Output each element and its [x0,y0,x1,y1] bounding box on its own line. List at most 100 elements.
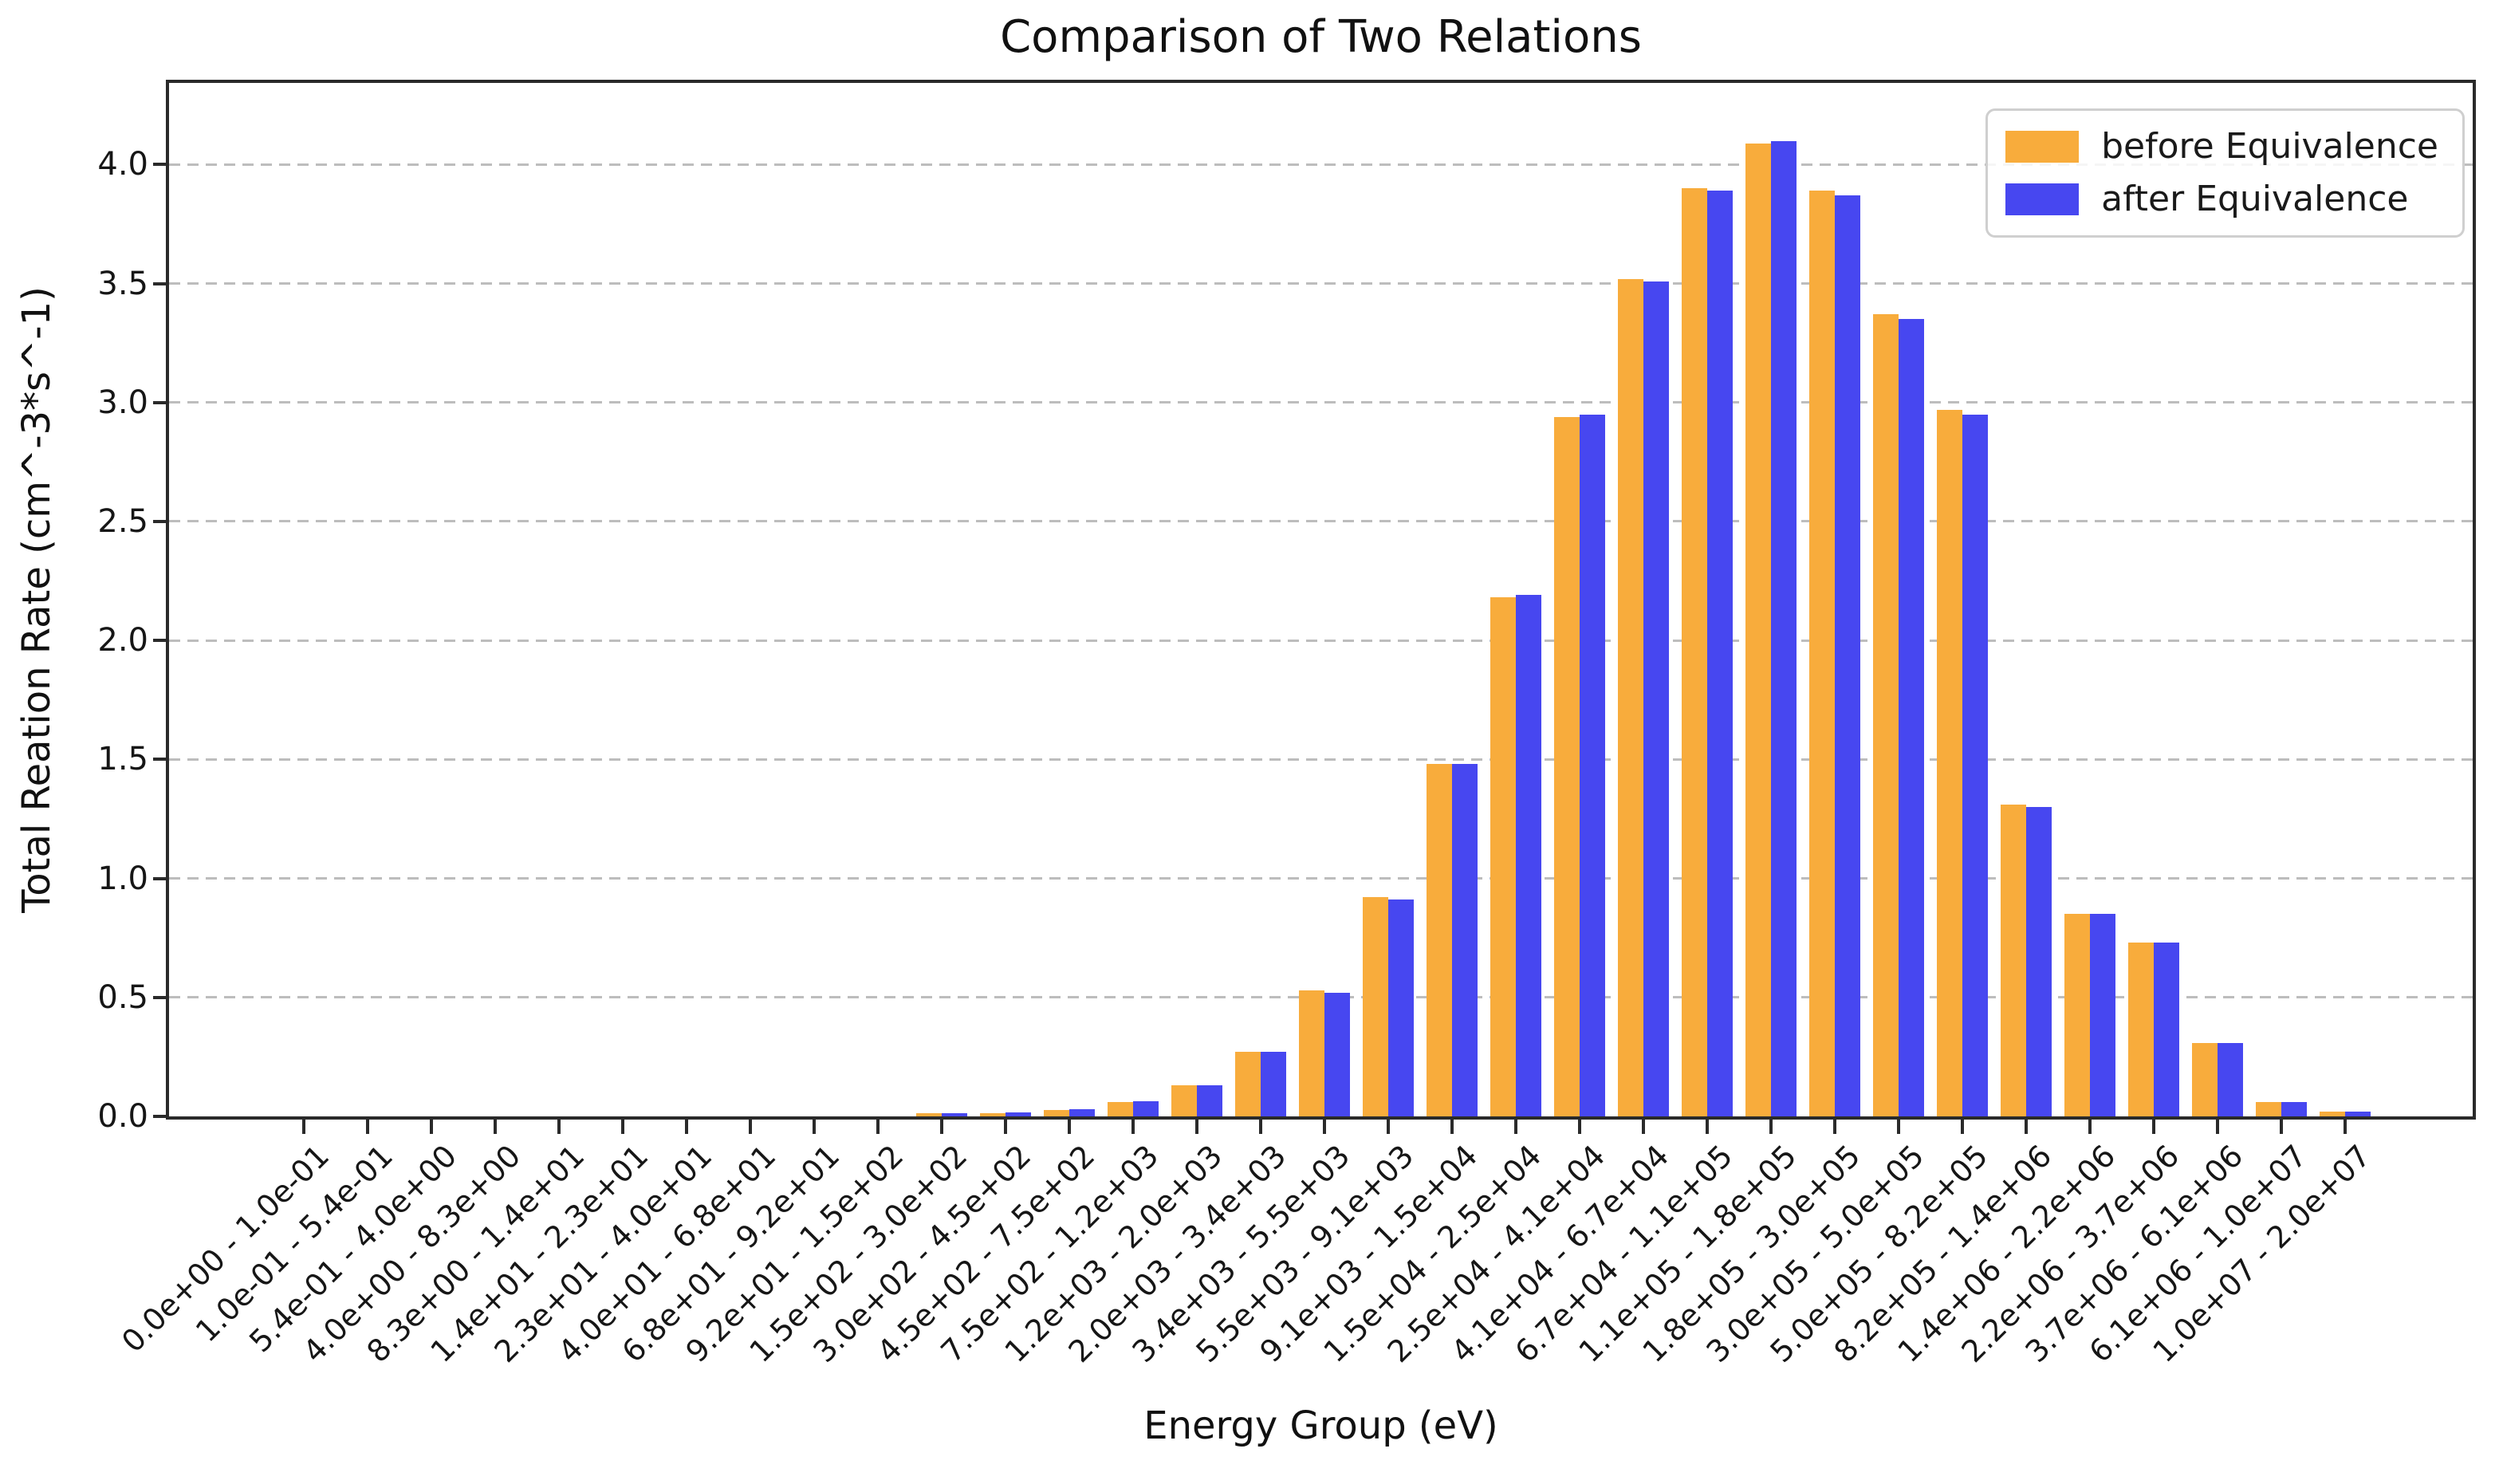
bar-before-equivalence [1363,897,1388,1116]
plot-area: before Equivalence after Equivalence [166,80,2476,1120]
x-tick-mark [1514,1120,1517,1134]
bar-before-equivalence [1554,416,1580,1116]
x-tick-mark [494,1120,497,1134]
bar-after-equivalence [1643,281,1669,1116]
bar-after-equivalence [1006,1112,1031,1116]
x-tick-mark [1450,1120,1454,1134]
bar-before-equivalence [1171,1085,1197,1116]
x-tick-mark [2088,1120,2092,1134]
y-tick-label: 3.5 [97,265,148,302]
x-tick-mark [1769,1120,1773,1134]
bar-after-equivalence [1452,764,1478,1116]
legend-row-after: after Equivalence [2005,179,2438,219]
y-tick-mark [153,400,166,404]
bar-before-equivalence [2320,1112,2345,1116]
bar-before-equivalence [2256,1102,2281,1116]
bar-after-equivalence [1069,1109,1095,1116]
bar-after-equivalence [1580,414,1605,1116]
bar-after-equivalence [2345,1112,2371,1116]
x-tick-mark [940,1120,943,1134]
gridline [169,401,2473,404]
x-tick-mark [1897,1120,1900,1134]
bar-after-equivalence [1835,195,1860,1116]
legend-swatch-after [2005,183,2080,215]
y-tick-label: 4.0 [97,146,148,183]
gridline [169,520,2473,523]
x-tick-mark [1387,1120,1390,1134]
bar-after-equivalence [2154,943,2179,1116]
y-tick-mark [153,163,166,167]
x-tick-mark [685,1120,688,1134]
x-tick-mark [366,1120,369,1134]
y-tick-label: 1.0 [97,860,148,897]
chart-title: Comparison of Two Relations [1000,11,1642,63]
bar-before-equivalence [1427,764,1452,1116]
legend: before Equivalence after Equivalence [1985,108,2465,238]
x-tick-mark [557,1120,561,1134]
x-tick-mark [621,1120,624,1134]
gridline [169,282,2473,285]
bar-before-equivalence [916,1113,942,1116]
bar-before-equivalence [1490,597,1516,1116]
bar-after-equivalence [1261,1052,1286,1116]
x-tick-mark [1259,1120,1262,1134]
y-tick-label: 0.0 [97,1098,148,1135]
x-tick-mark [1323,1120,1326,1134]
legend-label-after: after Equivalence [2101,179,2409,219]
bar-after-equivalence [1197,1085,1222,1116]
x-tick-mark [2280,1120,2283,1134]
bar-before-equivalence [2192,1042,2218,1116]
bar-after-equivalence [1133,1100,1159,1116]
gridline [169,639,2473,642]
x-tick-mark [1004,1120,1007,1134]
gridline [169,163,2473,166]
bar-before-equivalence [1618,278,1643,1116]
y-tick-label: 0.5 [97,978,148,1016]
x-tick-mark [1068,1120,1071,1134]
bar-after-equivalence [2218,1042,2243,1116]
x-tick-mark [2025,1120,2028,1134]
bar-before-equivalence [1299,990,1324,1116]
bar-before-equivalence [2128,943,2154,1116]
bar-before-equivalence [980,1112,1006,1116]
y-tick-mark [153,995,166,999]
bar-before-equivalence [1682,188,1707,1116]
x-tick-mark [813,1120,816,1134]
x-tick-mark [1195,1120,1198,1134]
bar-before-equivalence [1108,1102,1133,1116]
x-tick-mark [430,1120,433,1134]
x-tick-mark [2216,1120,2219,1134]
legend-label-before: before Equivalence [2101,126,2438,167]
gridline [169,758,2473,761]
y-tick-mark [153,639,166,643]
bar-before-equivalence [1745,143,1771,1116]
y-tick-mark [153,758,166,762]
x-tick-mark [1131,1120,1135,1134]
bar-after-equivalence [1962,414,1988,1116]
legend-swatch-before [2005,131,2080,163]
bar-after-equivalence [942,1112,967,1116]
bar-before-equivalence [2001,805,2026,1116]
x-tick-mark [302,1120,305,1134]
y-tick-mark [153,281,166,285]
bar-after-equivalence [1388,899,1414,1116]
y-tick-mark [153,519,166,523]
x-tick-mark [876,1120,880,1134]
bar-after-equivalence [2281,1102,2307,1116]
x-tick-mark [749,1120,752,1134]
bar-before-equivalence [1873,314,1899,1116]
x-axis-label: Energy Group (eV) [1143,1403,1498,1448]
y-axis-label: Total Reation Rate (cm^-3*s^-1) [14,286,59,913]
x-tick-mark [2344,1120,2347,1134]
y-tick-label: 3.0 [97,384,148,421]
bar-after-equivalence [1516,595,1541,1116]
x-tick-mark [1706,1120,1709,1134]
bar-before-equivalence [1235,1052,1261,1116]
bar-before-equivalence [2064,914,2090,1116]
x-tick-mark [2152,1120,2155,1134]
y-tick-label: 1.5 [97,741,148,778]
bar-after-equivalence [2026,807,2052,1116]
x-tick-mark [1642,1120,1645,1134]
bar-after-equivalence [1324,992,1350,1116]
